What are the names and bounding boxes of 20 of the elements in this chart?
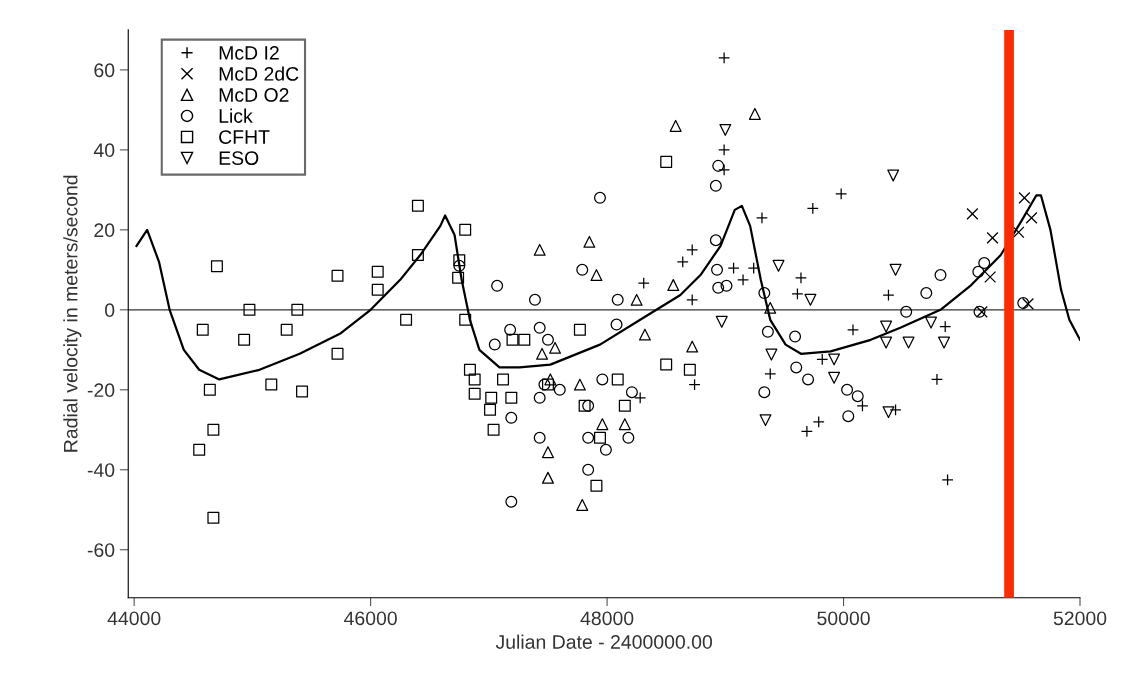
legend-label: McD 2dC [219,66,299,81]
y-tick-label: 40 [93,143,115,158]
y-tick-label: -20 [87,383,115,398]
y-tick-label: 20 [94,223,115,238]
x-tick-label: 46000 [344,611,397,626]
legend-label: CFHT [219,130,270,144]
legend-label: McD I2 [219,45,279,60]
x-tick-label: 44000 [107,611,161,626]
legend-label: McD O2 [219,88,289,102]
y-tick-label: 60 [94,63,115,78]
x-tick-label: 48000 [580,611,634,626]
y-axis-title: Radial velocity in meters/second [63,175,82,452]
x-tick-label: 50000 [817,611,870,626]
legend-label: ESO [219,151,259,165]
y-tick-label: 0 [105,303,115,318]
y-tick-label: -40 [87,463,115,477]
x-axis-title: Julian Date - 2400000.00 [495,634,713,649]
legend-label: Lick [219,108,253,123]
x-tick-label: 52000 [1053,611,1107,626]
y-tick-label: -60 [87,543,115,557]
